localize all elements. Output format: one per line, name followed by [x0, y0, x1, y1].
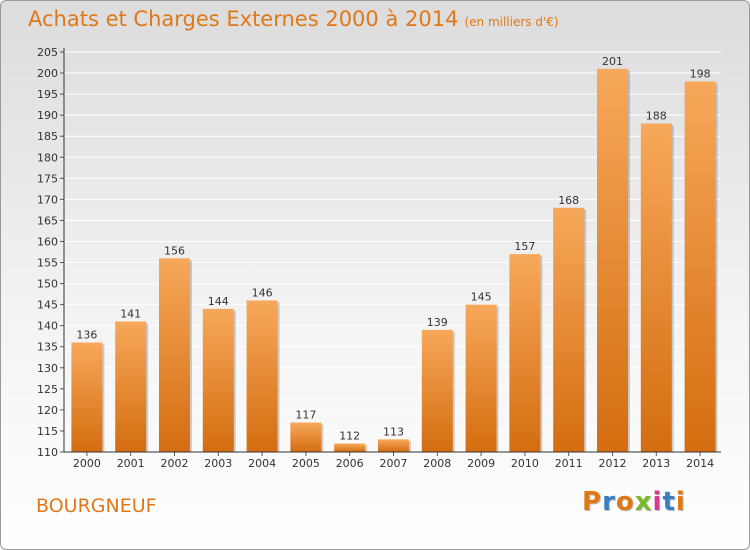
bar	[71, 342, 103, 452]
bar	[246, 300, 278, 452]
x-tick-label: 2009	[467, 457, 495, 470]
y-tick-label: 205	[37, 46, 58, 59]
data-label: 141	[120, 307, 141, 320]
bar	[115, 321, 147, 452]
y-tick-label: 115	[37, 425, 58, 438]
bar	[378, 439, 409, 452]
chart-title-text: Achats et Charges Externes 2000 à 2014	[28, 7, 459, 31]
data-label: 117	[295, 409, 316, 422]
bar	[553, 207, 585, 452]
x-tick-label: 2011	[555, 457, 583, 470]
x-tick-label: 2004	[248, 457, 276, 470]
data-label: 136	[76, 329, 97, 342]
y-tick-label: 185	[37, 130, 58, 143]
bar	[640, 123, 672, 452]
y-tick-label: 125	[37, 383, 58, 396]
y-tick-label: 155	[37, 257, 58, 270]
x-tick-label: 2002	[161, 457, 189, 470]
x-tick-label: 2007	[380, 457, 408, 470]
commune-name: BOURGNEUF	[36, 495, 157, 517]
logo-letter: i	[675, 487, 686, 517]
y-tick-label: 120	[37, 404, 58, 417]
bar	[465, 304, 497, 452]
y-tick-label: 165	[37, 214, 58, 227]
data-label: 145	[471, 291, 492, 304]
y-tick-label: 140	[37, 320, 58, 333]
y-tick-label: 110	[37, 446, 58, 459]
data-labels: 136 141 156 144 146 117 112 113 139 145 157 168 201 1…	[76, 55, 710, 443]
y-tick-label: 200	[37, 67, 58, 80]
x-tick-label: 2012	[599, 457, 627, 470]
x-tick-label: 2008	[423, 457, 451, 470]
y-tick-label: 150	[37, 278, 58, 291]
y-tick-label: 190	[37, 109, 58, 122]
y-tick-label: 130	[37, 362, 58, 375]
axes	[63, 48, 721, 456]
x-tick-label: 2005	[292, 457, 320, 470]
logo-letter: o	[615, 487, 635, 517]
logo-letter: P	[582, 487, 603, 517]
y-tick-labels: 110 115 120 125 130 135 140 145 150 155 160 165 170 1…	[37, 46, 58, 459]
data-label: 112	[339, 430, 360, 443]
logo-letter: i	[652, 487, 663, 517]
data-label: 198	[690, 67, 711, 80]
data-label: 113	[383, 425, 404, 438]
chart-unit: (en milliers d'€)	[464, 15, 559, 29]
x-tick-label: 2014	[686, 457, 714, 470]
data-label: 146	[252, 286, 273, 299]
y-tick-label: 180	[37, 151, 58, 164]
x-tick-labels: 2000 2001 2002 2003 2004 2005 2006 2007 2008 2009…	[73, 457, 714, 470]
bar	[509, 254, 541, 452]
bar	[290, 422, 322, 452]
proxiti-logo: Proxiti	[582, 487, 686, 517]
data-label: 157	[514, 240, 535, 253]
y-tick-label: 135	[37, 341, 58, 354]
logo-letter: t	[662, 487, 676, 517]
bar	[684, 81, 716, 452]
x-tick-label: 2013	[642, 457, 670, 470]
logo-letter: r	[602, 487, 616, 517]
data-label: 188	[646, 110, 667, 123]
chart-title: Achats et Charges Externes 2000 à 2014 (e…	[28, 7, 559, 31]
bar	[597, 68, 628, 452]
data-label: 139	[427, 316, 448, 329]
bar	[421, 329, 453, 452]
y-tick-label: 175	[37, 172, 58, 185]
bar	[334, 443, 366, 452]
data-label: 201	[602, 55, 623, 68]
x-tick-label: 2000	[73, 457, 101, 470]
y-tick-label: 160	[37, 235, 58, 248]
x-tick-label: 2006	[336, 457, 364, 470]
bar	[202, 308, 234, 452]
x-tick-label: 2001	[117, 457, 145, 470]
y-tick-label: 195	[37, 88, 58, 101]
y-tick-label: 170	[37, 193, 58, 206]
logo-letter: x	[634, 487, 653, 517]
x-tick-label: 2010	[511, 457, 539, 470]
bar	[159, 258, 190, 452]
data-label: 144	[208, 295, 229, 308]
data-label: 168	[558, 194, 579, 207]
bars	[71, 68, 718, 452]
x-tick-label: 2003	[204, 457, 232, 470]
data-label: 156	[164, 244, 185, 257]
y-tick-label: 145	[37, 299, 58, 312]
